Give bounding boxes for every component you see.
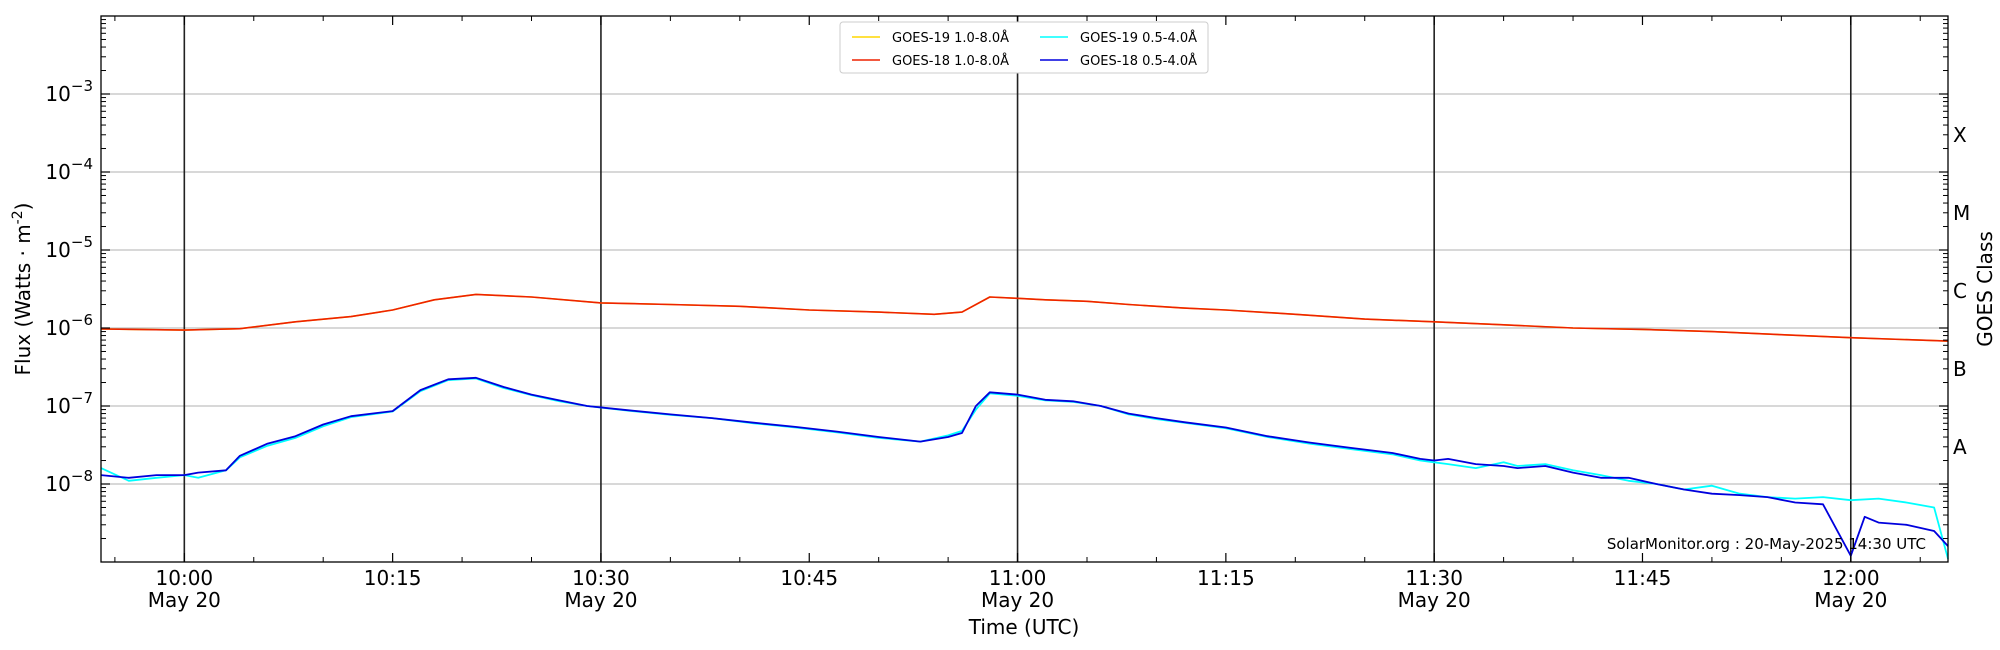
x-tick-label: 10:00	[156, 566, 214, 590]
x-tick-label: 11:45	[1614, 566, 1672, 590]
y-tick-label: 10−6	[45, 311, 93, 340]
y-tick-label: 10−7	[45, 389, 93, 418]
x-tick-date-label: May 20	[981, 588, 1054, 612]
y-tick-label: 10−4	[45, 155, 93, 184]
legend-label: GOES-19 1.0-8.0Å	[892, 30, 1009, 46]
y-axis-label-close: )	[11, 203, 35, 211]
legend-box	[839, 21, 1209, 74]
x-axis-label: Time (UTC)	[968, 615, 1080, 639]
x-tick-date-label: May 20	[148, 588, 221, 612]
svg-text:Flux (Watts · m-2): Flux (Watts · m-2)	[10, 203, 35, 376]
legend-label: GOES-18 0.5-4.0Å	[1080, 53, 1197, 69]
x-tick-date-label: May 20	[564, 588, 637, 612]
x-tick-label: 11:30	[1405, 566, 1463, 590]
x-tick-label: 10:45	[780, 566, 838, 590]
goes-class-label: A	[1953, 435, 1967, 459]
y-tick-label: 10−3	[45, 77, 93, 106]
grid-layer	[101, 93, 1948, 485]
goes-class-label: C	[1953, 279, 1967, 303]
legend-label: GOES-19 0.5-4.0Å	[1080, 30, 1197, 46]
plot-frame	[100, 15, 1949, 563]
series-layer	[100, 293, 1949, 560]
series-line	[100, 293, 1949, 342]
series-line	[100, 376, 1949, 557]
x-tick-label: 11:00	[989, 566, 1047, 590]
goes-class-label: M	[1953, 201, 1970, 225]
goes-class-axis-label: GOES Class	[1973, 231, 1997, 347]
legend-label: GOES-18 1.0-8.0Å	[892, 53, 1009, 69]
vertical-time-lines	[183, 16, 1852, 562]
y-axis-label-exponent: -2	[10, 210, 26, 224]
legend: GOES-19 1.0-8.0Å GOES-19 0.5-4.0Å GOES-18 …	[839, 21, 1209, 74]
x-tick-date-label: May 20	[1398, 588, 1471, 612]
y-tick-label: 10−5	[45, 233, 93, 262]
y-axis-label: Flux (Watts · m-2)	[10, 203, 35, 376]
x-tick-date-label: May 20	[1814, 588, 1887, 612]
x-tick-label: 11:15	[1197, 566, 1255, 590]
solarmonitor-footer: SolarMonitor.org : 20-May-2025 14:30 UTC	[1607, 535, 1926, 553]
x-tick-label: 12:00	[1822, 566, 1880, 590]
goes-class-label: B	[1953, 357, 1967, 381]
goes-class-label: X	[1953, 123, 1967, 147]
x-tick-label: 10:30	[572, 566, 630, 590]
y-axis-label-main: Flux (Watts · m	[11, 224, 35, 375]
y-tick-label: 10−8	[45, 467, 93, 496]
x-tick-label: 10:15	[364, 566, 422, 590]
